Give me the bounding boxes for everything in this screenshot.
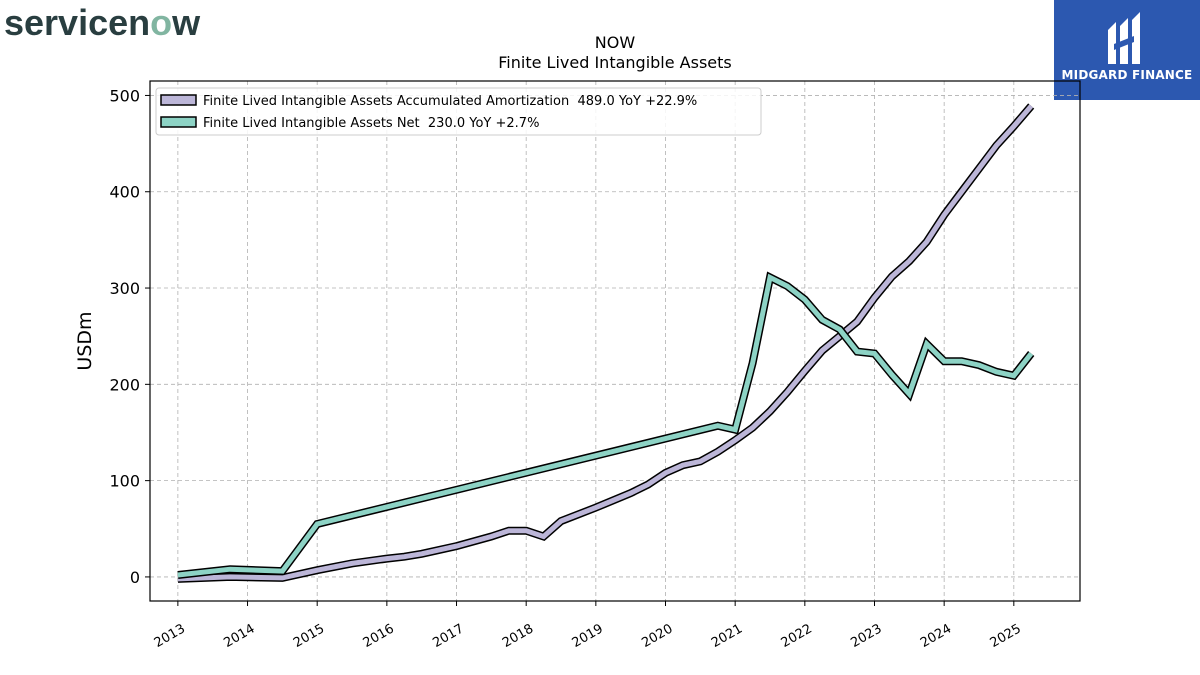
- brand-left-text-part: w: [171, 2, 201, 42]
- brand-left-accent: o: [150, 2, 172, 42]
- series-1: [177, 103, 1035, 583]
- servicenow-logo: servicenow: [4, 2, 219, 43]
- x-tick-label: 2013: [152, 621, 188, 651]
- legend: Finite Lived Intangible Assets Accumulat…: [155, 87, 762, 136]
- chart-subtitle: Finite Lived Intangible Assets: [498, 53, 731, 72]
- midgard-finance-logo: MIDGARD FINANCE: [1054, 0, 1200, 100]
- x-tick-label: 2016: [361, 621, 397, 651]
- x-tick-label: 2014: [221, 621, 257, 651]
- y-tick-label: 500: [109, 86, 140, 105]
- y-axis-ticks: 0 100 200 300 400 500: [109, 86, 150, 587]
- chart-title: NOW: [595, 33, 636, 52]
- x-tick-label: 2015: [291, 621, 327, 651]
- x-tick-label: 2018: [500, 621, 536, 651]
- x-axis-ticks: 2013 2014 2015 2016 2017 2018 2019 2020 2021 2022…: [152, 601, 1024, 651]
- grid-lines: [150, 81, 1080, 601]
- series-line-outline: [177, 103, 1035, 583]
- y-axis-label: USDm: [74, 311, 96, 370]
- y-tick-label: 200: [109, 375, 140, 394]
- legend-swatch: [160, 94, 197, 106]
- series-line: [177, 273, 1034, 578]
- midgard-emblem-icon: [1108, 12, 1140, 64]
- x-tick-label: 2019: [570, 621, 606, 651]
- legend-entry-2: Finite Lived Intangible Assets Net 230.0…: [203, 116, 539, 131]
- brand-left-text-part: servicen: [4, 2, 150, 42]
- x-tick-label: 2025: [988, 621, 1024, 651]
- series-2: [177, 271, 1035, 579]
- y-tick-label: 0: [130, 568, 140, 587]
- series-line: [177, 104, 1034, 582]
- series-line-outline: [177, 271, 1035, 579]
- x-tick-label: 2024: [918, 621, 954, 651]
- plot-frame: [149, 80, 1081, 602]
- y-tick-label: 400: [109, 183, 140, 202]
- x-tick-label: 2017: [430, 621, 466, 651]
- x-tick-label: 2023: [848, 621, 884, 651]
- y-tick-label: 100: [109, 472, 140, 491]
- x-tick-label: 2020: [639, 621, 675, 651]
- x-tick-label: 2022: [779, 621, 815, 651]
- brand-right-text: MIDGARD FINANCE: [1061, 68, 1193, 82]
- legend-box: [155, 87, 762, 136]
- legend-entry-1: Finite Lived Intangible Assets Accumulat…: [203, 94, 697, 109]
- x-tick-label: 2021: [709, 621, 745, 651]
- brand-left-text: servicenow: [4, 2, 201, 42]
- y-tick-label: 300: [109, 279, 140, 298]
- series-lines: [177, 103, 1035, 583]
- legend-swatch: [160, 116, 197, 128]
